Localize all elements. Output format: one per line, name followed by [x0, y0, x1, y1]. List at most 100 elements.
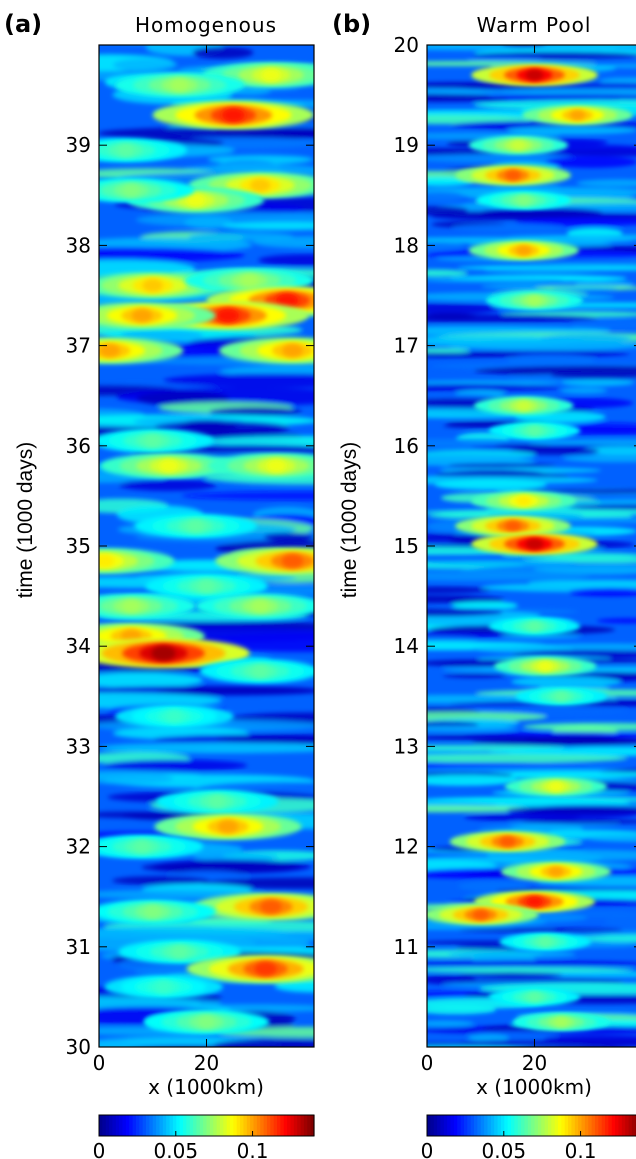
heatmap-peak-contour — [525, 538, 544, 550]
heatmap-peak-contour — [251, 600, 270, 613]
colorbar-segment — [551, 1115, 556, 1136]
heatmap-band — [427, 384, 561, 392]
colorbar-segment — [514, 1115, 519, 1136]
colorbar-segment — [497, 1115, 502, 1136]
heatmap-peak-contour — [261, 68, 281, 82]
colorbar-segment — [571, 1115, 576, 1136]
colorbar-segment — [233, 1115, 238, 1136]
colorbar-segment — [470, 1115, 475, 1136]
colorbar-segment — [584, 1115, 589, 1136]
heatmap-peak-33 — [118, 940, 241, 964]
panel-b-heatmap — [427, 45, 636, 1047]
ytick-label: 19 — [394, 133, 419, 157]
colorbar-segment — [303, 1115, 308, 1136]
xtick-label: 20 — [522, 1051, 547, 1075]
heatmap-band — [184, 216, 234, 229]
ytick-label: 39 — [66, 133, 91, 157]
heatmap-peak-contour — [569, 110, 586, 120]
colorbar-segment — [450, 1115, 455, 1136]
heatmap-band — [585, 833, 636, 842]
colorbar-segment — [554, 1115, 559, 1136]
heatmap-peak-contour — [216, 308, 240, 323]
colorbar-segment — [287, 1115, 292, 1136]
heatmap-band — [99, 692, 222, 709]
colorbar-segment — [280, 1115, 285, 1136]
heatmap-peak-contour — [117, 144, 135, 156]
heatmap-band — [533, 564, 636, 574]
colorbar-segment — [209, 1115, 214, 1136]
panel-b: (b) Warm Pool 11 12 13 14 15 16 17 18 19 20 0 20 ti… — [332, 10, 636, 1159]
heatmap-peak-contour — [240, 274, 259, 287]
colorbar-tick-label: 0 — [93, 1139, 106, 1159]
heatmap-band — [427, 586, 491, 594]
heatmap-band — [427, 1020, 475, 1027]
colorbar-segment — [142, 1115, 147, 1136]
heatmap-peak-30 — [99, 834, 204, 859]
heatmap-peak-contour — [472, 909, 489, 920]
heatmap-band — [562, 454, 636, 463]
heatmap-band — [510, 447, 600, 455]
heatmap-peak-15 — [515, 687, 608, 706]
panel-a-colorbar: 0 0.05 0.1 — [93, 1114, 315, 1159]
heatmap-peak-12 — [471, 533, 598, 555]
heatmap-band — [472, 770, 636, 779]
colorbar-segment — [115, 1115, 120, 1136]
ytick-label: 34 — [66, 634, 91, 658]
heatmap-band — [427, 725, 518, 732]
heatmap-band — [112, 876, 210, 886]
colorbar-segment — [568, 1115, 573, 1136]
heatmap-peak-14 — [493, 656, 597, 676]
heatmap-band — [258, 254, 314, 267]
heatmap-peak-contour — [528, 992, 541, 1002]
colorbar-segment — [146, 1115, 150, 1136]
colorbar-segment — [102, 1115, 107, 1136]
heatmap-band — [500, 634, 581, 640]
heatmap-peak-contour — [516, 496, 532, 506]
heatmap-band — [489, 88, 636, 96]
colorbar-frame — [426, 1114, 636, 1137]
panel-b-label: (b) — [332, 10, 371, 38]
heatmap-peak-contour — [275, 293, 299, 308]
panel-a: (a) Homogenous 30 31 32 33 34 35 36 37 38 39 0 20 t… — [4, 10, 315, 1159]
colorbar-segment — [260, 1115, 265, 1136]
heatmap-band — [511, 675, 621, 688]
heatmap-peak-contour — [122, 184, 141, 197]
colorbar-tick-label: 0 — [421, 1139, 434, 1159]
colorbar-segment — [544, 1115, 549, 1136]
heatmap-peak-contour — [131, 309, 153, 322]
heatmap-peak-7 — [99, 178, 195, 203]
heatmap-band — [427, 754, 628, 764]
heatmap-peak-contour — [99, 554, 115, 568]
heatmap-band — [427, 608, 503, 617]
heatmap-peak-35 — [143, 1009, 270, 1034]
heatmap-peak-contour — [554, 1017, 569, 1027]
heatmap-band — [527, 258, 636, 265]
heatmap-band — [471, 738, 636, 746]
ytick-label: 16 — [394, 434, 419, 458]
colorbar-segment — [527, 1115, 532, 1136]
colorbar-segment — [477, 1115, 482, 1136]
heatmap-band — [427, 774, 518, 786]
colorbar-segment — [119, 1115, 124, 1136]
colorbar-segment — [196, 1115, 201, 1136]
heatmap-band — [427, 269, 468, 277]
colorbar-segment — [179, 1115, 184, 1136]
heatmap-peak-16 — [100, 453, 238, 479]
heatmap-band — [274, 980, 314, 993]
colorbar-segment — [474, 1115, 478, 1136]
heatmap-band — [427, 352, 519, 358]
heatmap-peak-14 — [99, 337, 184, 364]
colorbar-segment — [199, 1115, 204, 1136]
colorbar-segment — [487, 1115, 492, 1136]
heatmap-peak-18 — [500, 861, 612, 882]
colorbar-segment — [440, 1115, 445, 1136]
ytick-label: 31 — [66, 935, 91, 959]
heatmap-peak-contour — [526, 896, 543, 907]
colorbar-segment — [591, 1115, 596, 1136]
heatmap-band — [99, 743, 207, 753]
ytick-label: 30 — [66, 1035, 91, 1059]
heatmap-peak-contour — [499, 836, 516, 847]
heatmap-peak-contour — [528, 426, 541, 436]
colorbar-segment — [457, 1115, 462, 1136]
